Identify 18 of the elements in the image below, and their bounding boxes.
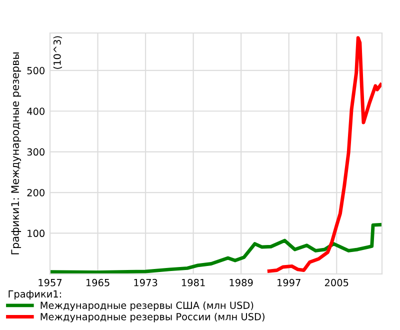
legend-label: Международные резервы России (млн USD) bbox=[40, 312, 264, 322]
x-tick-label: 1981 bbox=[182, 278, 205, 286]
x-tick-label: 1965 bbox=[86, 278, 110, 286]
x-tick-label: 1997 bbox=[278, 278, 300, 286]
x-tick-label: 1957 bbox=[38, 278, 62, 286]
y-tick-label: 100 bbox=[28, 230, 44, 238]
y-axis-title: Графики1: Международные резервы bbox=[11, 52, 22, 254]
x-tick-label: 1989 bbox=[230, 278, 253, 286]
legend-label: Международные резервы США (млн USD) bbox=[40, 301, 254, 311]
y-tick-label: 200 bbox=[27, 188, 44, 196]
y-tick-label: 500 bbox=[27, 66, 44, 74]
annotation: (10^3) bbox=[53, 36, 62, 69]
x-tick-label: 2005 bbox=[324, 278, 348, 286]
y-tick-label: 300 bbox=[27, 148, 44, 156]
x-tick-label: 1973 bbox=[134, 278, 158, 286]
line-series bbox=[267, 36, 382, 273]
legend-title: Графики1: bbox=[8, 290, 61, 300]
y-tick-label: 400 bbox=[27, 108, 44, 115]
